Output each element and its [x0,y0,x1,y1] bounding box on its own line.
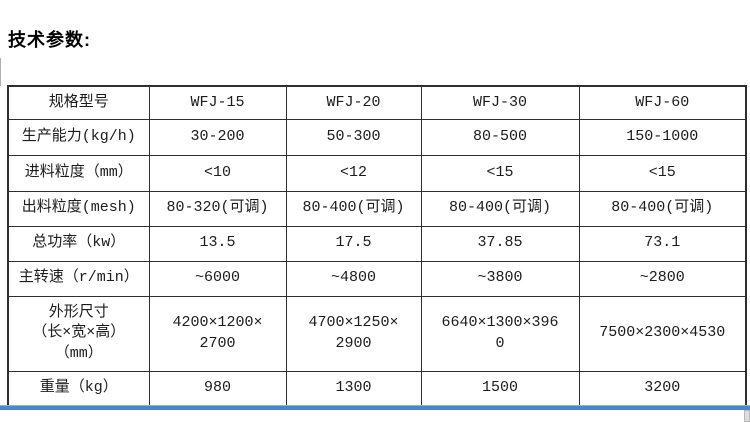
table-cell: ~2800 [578,260,747,297]
row-label: 出料粒度(mesh) [7,190,150,227]
table-row-feed-size: 进料粒度（mm） <10 <12 <15 <15 [7,154,747,192]
row-label: 外形尺寸 （长×宽×高） （mm） [7,295,150,372]
table-cell: 150-1000 [578,118,747,156]
header-param-label: 规格型号 [7,85,150,120]
table-cell: 73.1 [578,225,747,262]
table-cell: <10 [148,154,287,192]
row-label: 重量（kg） [7,370,150,407]
table-cell: 80-400(可调) [285,190,422,227]
table-cell: <15 [578,154,747,192]
left-edge-artifact-line [0,58,1,86]
table-cell: ~3800 [420,260,580,297]
table-cell: 17.5 [285,225,422,262]
table-cell: 1500 [420,370,580,407]
table-cell: 1300 [285,370,422,407]
blue-divider-line [0,405,750,410]
table-cell: 37.85 [420,225,580,262]
header-model-wfj60: WFJ-60 [578,85,747,120]
table-cell: 80-400(可调) [420,190,580,227]
table-cell: 50-300 [285,118,422,156]
table-row-capacity: 生产能力(kg/h) 30-200 50-300 80-500 150-1000 [7,118,747,156]
row-label: 进料粒度（mm） [7,154,150,192]
table-cell: 80-500 [420,118,580,156]
table-cell: 4700×1250× 2900 [285,295,422,372]
header-model-wfj30: WFJ-30 [420,85,580,120]
table-header-row: 规格型号 WFJ-15 WFJ-20 WFJ-30 WFJ-60 [7,85,747,120]
header-model-wfj20: WFJ-20 [285,85,422,120]
table-cell: 13.5 [148,225,287,262]
table-row-main-speed: 主转速（r/min） ~6000 ~4800 ~3800 ~2800 [7,260,747,297]
table-row-output-size: 出料粒度(mesh) 80-320(可调) 80-400(可调) 80-400(… [7,190,747,227]
table-row-dimensions: 外形尺寸 （长×宽×高） （mm） 4200×1200× 2700 4700×1… [7,295,747,372]
page-title: 技术参数: [8,30,91,50]
table-row-weight: 重量（kg） 980 1300 1500 3200 [7,370,747,407]
table-cell: 80-320(可调) [148,190,287,227]
table-cell: 980 [148,370,287,407]
table-cell: 30-200 [148,118,287,156]
table-row-total-power: 总功率（kw） 13.5 17.5 37.85 73.1 [7,225,747,262]
scrollbar-fragment[interactable] [744,410,750,422]
table-cell: 6640×1300×396 0 [420,295,580,372]
table-cell: <15 [420,154,580,192]
technical-parameters-table: 规格型号 WFJ-15 WFJ-20 WFJ-30 WFJ-60 生产能力(kg… [7,85,747,407]
table-cell: 7500×2300×4530 [578,295,747,372]
table-cell: ~6000 [148,260,287,297]
table-cell: <12 [285,154,422,192]
row-label: 主转速（r/min） [7,260,150,297]
row-label: 总功率（kw） [7,225,150,262]
table-cell: 80-400(可调) [578,190,747,227]
table-cell: ~4800 [285,260,422,297]
table-cell: 4200×1200× 2700 [148,295,287,372]
row-label: 生产能力(kg/h) [7,118,150,156]
header-model-wfj15: WFJ-15 [148,85,287,120]
table-cell: 3200 [578,370,747,407]
